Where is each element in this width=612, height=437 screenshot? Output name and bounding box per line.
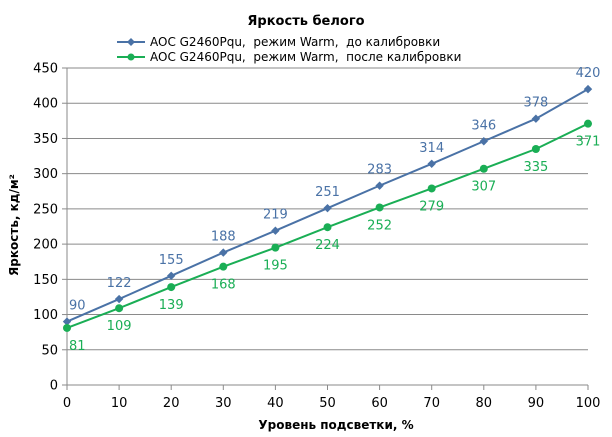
legend-item-after: AOC G2460Pqu, режим Warm, после калибров… [117, 50, 461, 64]
chart-title: Яркость белого [247, 14, 364, 29]
data-label-after: 371 [576, 135, 601, 150]
data-point-before [375, 181, 384, 190]
data-label-before: 283 [367, 163, 392, 178]
legend-label-before: AOC G2460Pqu, режим Warm, до калибровки [150, 35, 440, 49]
x-tick-label: 50 [319, 396, 336, 411]
legend-label-after: AOC G2460Pqu, режим Warm, после калибров… [150, 50, 461, 64]
y-tick-label: 400 [33, 97, 58, 112]
data-point-after [219, 262, 228, 271]
data-label-before: 314 [419, 141, 444, 156]
data-point-after [427, 184, 436, 193]
data-point-after [375, 203, 384, 212]
data-point-before [427, 159, 436, 169]
data-label-after: 109 [107, 319, 132, 334]
axes [62, 67, 589, 390]
data-label-after: 168 [211, 278, 236, 293]
data-label-before: 251 [315, 185, 340, 200]
data-point-before [479, 137, 488, 146]
data-point-before [271, 226, 280, 235]
y-tick-label: 450 [33, 62, 58, 77]
x-tick-label: 100 [576, 396, 601, 411]
data-point-before [323, 203, 332, 213]
y-tick-label: 100 [33, 308, 58, 323]
y-tick-label: 250 [33, 202, 58, 217]
tick-labels: 0 50 100 150 200 250 300 350 400 450 0 10 20 30 40 50 60… [33, 62, 600, 412]
x-tick-label: 10 [111, 396, 128, 411]
data-label-after: 195 [263, 259, 288, 274]
data-point-after [115, 304, 124, 313]
legend-item-before: AOC G2460Pqu, режим Warm, до калибровки [117, 35, 440, 49]
data-point-before [167, 271, 176, 281]
y-tick-label: 150 [33, 273, 58, 288]
series-lines [62, 84, 593, 332]
y-tick-label: 300 [33, 167, 58, 182]
data-point-before [219, 248, 228, 257]
x-tick-label: 70 [423, 396, 440, 411]
x-tick-label: 40 [267, 396, 284, 411]
x-tick-label: 30 [215, 396, 232, 411]
data-labels: 90 122 155 188 219 251 283 314 346 378 420 81 109 139… [69, 66, 600, 354]
legend-marker-before [127, 38, 135, 46]
data-label-after: 307 [471, 180, 496, 195]
data-point-before [62, 317, 72, 326]
y-tick-label: 0 [50, 379, 58, 394]
x-tick-label: 0 [63, 396, 71, 411]
data-label-before: 346 [471, 118, 496, 133]
data-label-before: 420 [576, 66, 601, 81]
data-point-before [583, 84, 593, 94]
data-label-before: 378 [523, 96, 548, 111]
data-label-after: 81 [69, 339, 86, 354]
data-point-before [531, 114, 541, 123]
data-label-before: 219 [263, 208, 288, 223]
legend: AOC G2460Pqu, режим Warm, до калибровки … [117, 35, 461, 64]
data-point-after [63, 323, 71, 332]
data-label-before: 155 [159, 253, 184, 268]
y-tick-label: 350 [33, 132, 58, 147]
data-point-after [167, 283, 176, 292]
data-point-after [271, 243, 280, 252]
data-label-after: 335 [523, 160, 548, 175]
y-axis-title: Яркость, кд/м² [7, 174, 21, 276]
data-label-after: 279 [419, 199, 444, 214]
data-label-after: 139 [159, 298, 184, 313]
data-point-after [479, 164, 488, 173]
x-tick-label: 80 [476, 396, 493, 411]
data-point-after [531, 145, 540, 154]
legend-marker-after [127, 53, 135, 61]
data-label-before: 188 [211, 230, 236, 245]
x-tick-label: 90 [528, 396, 545, 411]
gridlines [67, 67, 588, 351]
x-axis-title: Уровень подсветки, % [258, 418, 413, 432]
data-label-after: 224 [315, 238, 340, 253]
data-label-before: 90 [69, 299, 86, 314]
x-tick-label: 60 [371, 396, 388, 411]
data-point-before [114, 294, 124, 304]
y-tick-label: 50 [41, 343, 58, 358]
data-label-after: 252 [367, 218, 392, 233]
y-tick-label: 200 [33, 238, 58, 253]
data-point-after [584, 119, 592, 128]
data-point-after [323, 223, 332, 232]
x-tick-label: 20 [163, 396, 180, 411]
data-label-before: 122 [107, 276, 132, 291]
